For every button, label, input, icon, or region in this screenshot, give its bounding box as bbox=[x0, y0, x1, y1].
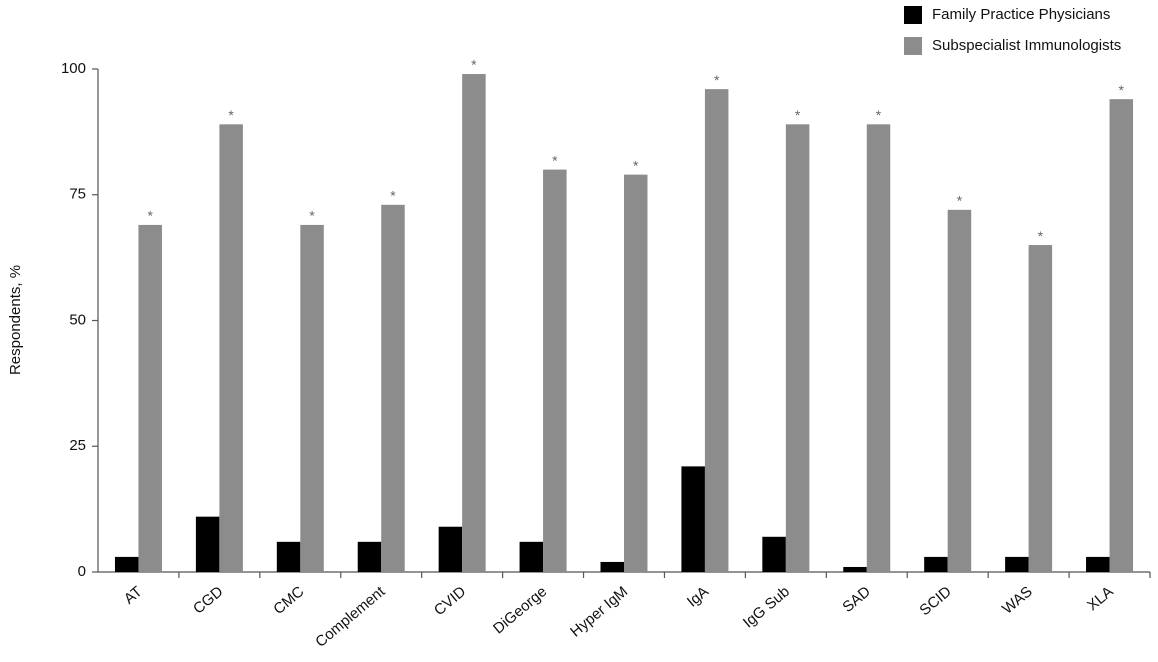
significance-marker: * bbox=[1038, 228, 1044, 244]
bar bbox=[1109, 99, 1134, 573]
legend-swatch bbox=[904, 6, 922, 24]
bar bbox=[357, 541, 382, 572]
bar bbox=[114, 556, 139, 572]
x-tick-label: SAD bbox=[839, 583, 874, 616]
x-tick-label: Complement bbox=[312, 583, 389, 651]
bar bbox=[1028, 245, 1053, 573]
bar bbox=[624, 174, 648, 572]
bar bbox=[462, 74, 486, 572]
legend-swatch bbox=[904, 37, 922, 55]
bar bbox=[1005, 556, 1029, 572]
x-tick-label: IgA bbox=[684, 583, 712, 610]
bar bbox=[519, 541, 544, 572]
bar bbox=[924, 556, 948, 572]
significance-marker: * bbox=[714, 72, 720, 88]
significance-marker: * bbox=[1119, 82, 1125, 98]
significance-marker: * bbox=[633, 157, 639, 173]
bar bbox=[785, 124, 810, 572]
bar bbox=[381, 204, 405, 572]
bar bbox=[600, 561, 624, 572]
bar bbox=[704, 89, 729, 573]
significance-marker: * bbox=[552, 152, 558, 168]
bar bbox=[947, 209, 972, 572]
significance-marker: * bbox=[876, 107, 882, 123]
x-tick-label: WAS bbox=[999, 583, 1036, 618]
x-tick-label: AT bbox=[121, 583, 146, 608]
legend-label: Family Practice Physicians bbox=[932, 6, 1110, 23]
significance-marker: * bbox=[795, 107, 801, 123]
x-tick-label: CMC bbox=[270, 583, 307, 618]
y-tick-label: 25 bbox=[69, 437, 86, 454]
x-tick-label: XLA bbox=[1084, 583, 1117, 614]
y-tick-label: 100 bbox=[61, 60, 86, 77]
significance-marker: * bbox=[390, 188, 396, 204]
bar bbox=[1086, 556, 1110, 572]
bar bbox=[543, 169, 567, 572]
significance-marker: * bbox=[957, 193, 963, 209]
bar bbox=[843, 566, 867, 572]
significance-marker: * bbox=[228, 107, 234, 123]
bar bbox=[276, 541, 301, 572]
x-tick-label: SCID bbox=[916, 583, 955, 619]
bar bbox=[219, 124, 243, 572]
y-tick-label: 0 bbox=[78, 563, 86, 580]
y-axis-label: Respondents, % bbox=[7, 265, 24, 375]
x-tick-label: CVID bbox=[431, 583, 470, 619]
bar bbox=[138, 224, 162, 572]
bar bbox=[762, 536, 786, 572]
x-tick-label: CGD bbox=[190, 583, 227, 618]
y-tick-label: 75 bbox=[69, 186, 86, 203]
legend-label: Subspecialist Immunologists bbox=[932, 37, 1121, 54]
x-tick-label: IgG Sub bbox=[740, 583, 793, 631]
bar bbox=[866, 124, 891, 572]
significance-marker: * bbox=[309, 208, 315, 224]
x-tick-label: Hyper IgM bbox=[567, 583, 631, 640]
significance-marker: * bbox=[147, 208, 153, 224]
y-tick-label: 50 bbox=[69, 311, 86, 328]
bar bbox=[300, 224, 324, 572]
bar bbox=[438, 526, 463, 572]
significance-marker: * bbox=[471, 57, 477, 73]
bar bbox=[195, 516, 220, 572]
bar bbox=[681, 466, 705, 572]
x-tick-label: DiGeorge bbox=[490, 583, 550, 637]
